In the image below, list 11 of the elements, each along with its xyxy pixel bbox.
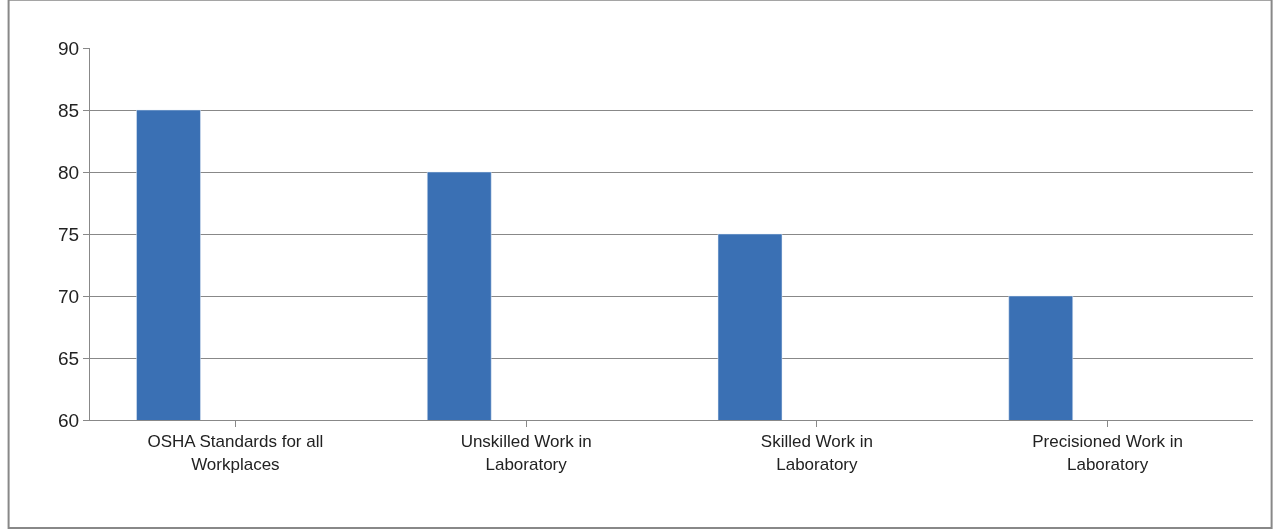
y-tick-label: 65 — [58, 347, 80, 369]
y-tick-label: 70 — [58, 285, 80, 307]
x-tick-label: Unskilled Work in Laboratory — [460, 432, 592, 474]
x-tick-label: Skilled Work in Laboratory — [760, 432, 873, 474]
y-tick-label: 85 — [58, 99, 80, 121]
y-tick-label: 60 — [58, 409, 80, 431]
y-tick-label: 80 — [58, 161, 80, 183]
x-tick-label: OSHA Standards for all Workplaces — [147, 432, 324, 474]
y-tick-label: 90 — [58, 37, 80, 59]
x-tick-label: Precisioned Work in Laboratory — [1032, 432, 1184, 474]
y-tick-label: 75 — [58, 223, 80, 245]
